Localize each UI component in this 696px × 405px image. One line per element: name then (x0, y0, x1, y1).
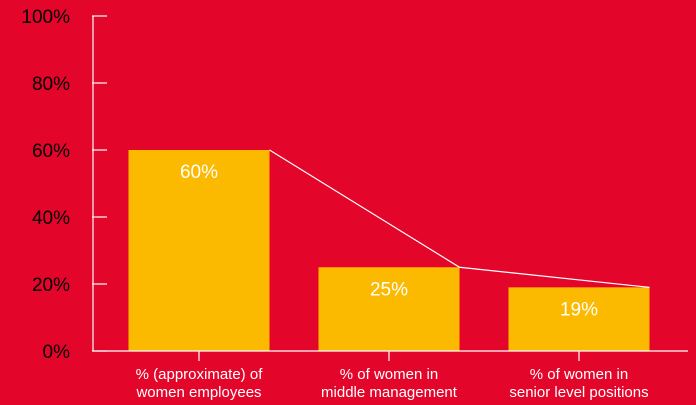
y-tick-label-100: 100% (21, 7, 70, 28)
bars-layer (128, 150, 650, 351)
category-label-3-line-2: senior level positions (509, 384, 648, 401)
category-label-2-line-1: % of women in (340, 366, 438, 383)
y-tick-label-0: 0% (43, 342, 71, 363)
data-label-2: 25% (370, 279, 408, 300)
data-label-3: 19% (560, 299, 598, 320)
y-tick-label-40: 40% (32, 208, 70, 229)
y-tick-label-20: 20% (32, 275, 70, 296)
category-label-2-line-2: middle management (321, 384, 458, 401)
category-label-1-line-2: women employees (135, 384, 261, 401)
data-label-1: 60% (180, 162, 218, 183)
connector-line (269, 149, 650, 288)
axis-layer: 0% 20% 40% 60% 80% 100% (21, 7, 688, 363)
bar-1 (128, 150, 270, 351)
y-tick-label-60: 60% (32, 141, 70, 162)
category-label-3-line-1: % of women in (530, 366, 628, 383)
y-tick-label-80: 80% (32, 74, 70, 95)
category-label-1-line-1: % (approximate) of (136, 366, 264, 383)
connector-layer (269, 149, 650, 288)
bar-2 (318, 267, 460, 351)
bar-3 (508, 287, 650, 351)
